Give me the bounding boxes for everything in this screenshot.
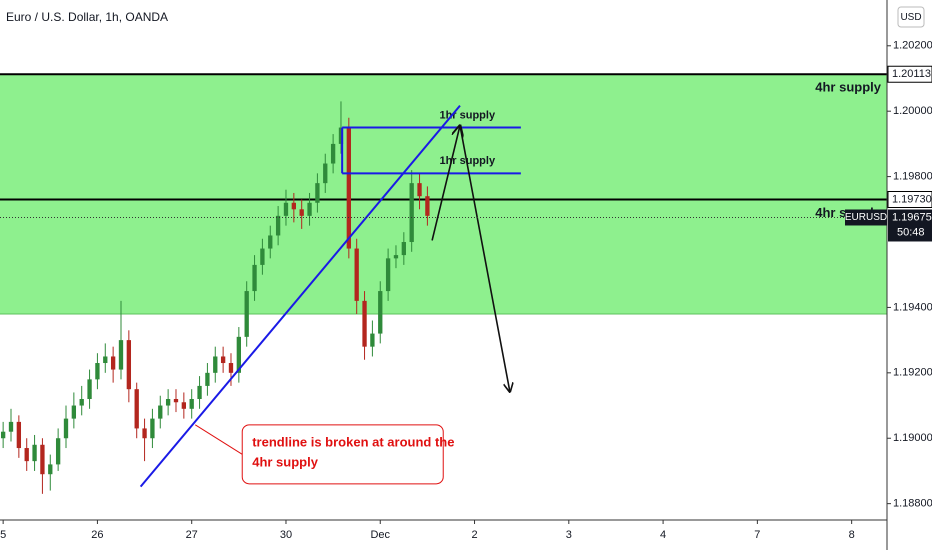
candle-body <box>260 248 265 265</box>
x-tick-label: 26 <box>91 529 103 541</box>
candle-body <box>220 356 226 364</box>
annotation-text: trendline is broken at around the <box>252 434 454 449</box>
y-tick-label: 1.18800 <box>893 498 932 510</box>
candle-body <box>103 356 108 364</box>
x-tick-label: 30 <box>280 529 292 541</box>
y-tick-label: 1.19400 <box>893 301 932 313</box>
currency-label[interactable]: USD <box>900 12 921 23</box>
countdown-label: 50:48 <box>897 226 925 238</box>
candle-body <box>236 336 241 373</box>
candle-body <box>307 202 312 216</box>
candle-body <box>71 405 77 419</box>
candle-body <box>142 428 147 439</box>
candle-body <box>110 356 116 370</box>
candle-body <box>32 444 37 462</box>
candle-body <box>173 398 179 403</box>
candle-body <box>95 363 100 380</box>
candle-body <box>189 398 194 409</box>
level-price-box <box>887 190 932 208</box>
candle-body <box>79 398 84 406</box>
supply-label: 1hr supply <box>439 155 496 167</box>
candle-body <box>118 340 124 370</box>
annotation-text: 4hr supply <box>252 454 319 469</box>
candle-body <box>409 183 414 243</box>
candle-body <box>55 438 61 465</box>
candle-body <box>252 264 257 292</box>
candle-body <box>244 291 249 337</box>
symbol-label: EURUSD <box>845 212 887 223</box>
candle-body <box>213 356 218 373</box>
candle-body <box>150 418 155 439</box>
level-price-label: 1.19730 <box>892 193 932 205</box>
candle-body <box>48 464 53 475</box>
annotation-box <box>241 424 444 485</box>
candle-body <box>165 398 171 406</box>
candle-body <box>283 202 289 216</box>
x-tick-label: 3 <box>566 529 572 541</box>
level-price-label: 1.20113 <box>892 68 931 80</box>
candle-body <box>87 379 92 399</box>
candle-body <box>425 196 430 216</box>
candle-body <box>158 405 163 419</box>
candle-body <box>16 421 22 449</box>
candle-body <box>205 372 210 386</box>
x-tick-label: 27 <box>186 529 198 541</box>
candle-body <box>8 421 14 432</box>
candle-body <box>354 248 359 301</box>
level-price-box <box>887 65 932 83</box>
candle-body <box>299 209 304 216</box>
candle-body <box>197 385 202 399</box>
x-tick-label: Dec <box>370 529 390 541</box>
x-tick-label: 8 <box>849 529 855 541</box>
candle-body <box>268 235 273 249</box>
candle-body <box>315 183 320 203</box>
candle-body <box>346 127 351 249</box>
y-tick-label: 1.19200 <box>893 367 932 379</box>
candle-body <box>330 143 336 164</box>
x-tick-label: 5 <box>0 529 6 541</box>
annotation-connector <box>194 424 243 455</box>
chart-title: Euro / U.S. Dollar, 1h, OANDA <box>6 10 168 24</box>
trendline <box>139 104 461 488</box>
candle-body <box>338 127 344 144</box>
candle-body <box>401 242 406 256</box>
last-price-box <box>888 209 932 242</box>
candle-body <box>275 215 281 236</box>
candle-body <box>40 444 45 475</box>
candle-body <box>24 448 29 462</box>
x-tick-label: 2 <box>471 529 477 541</box>
currency-box[interactable] <box>897 6 925 28</box>
last-price-label: 1.19675 <box>892 211 932 223</box>
candle-body <box>378 291 383 334</box>
candle-body <box>417 183 422 197</box>
x-tick-label: 4 <box>660 529 666 541</box>
candle-body <box>291 202 296 210</box>
candle-body <box>323 163 328 184</box>
symbol-box <box>845 209 887 226</box>
candle-body <box>362 300 367 347</box>
candle-body <box>63 418 69 439</box>
candle-body <box>0 431 6 439</box>
candle-body <box>228 363 234 373</box>
y-tick-label: 1.19800 <box>893 171 932 183</box>
candle-body <box>370 333 375 347</box>
candle-body <box>181 402 187 409</box>
y-tick-label: 1.20200 <box>893 40 932 52</box>
y-tick-label: 1.20000 <box>893 105 932 117</box>
y-tick-label: 1.19000 <box>893 432 932 444</box>
candle-body <box>134 389 139 429</box>
candle-body <box>385 258 391 292</box>
x-tick-label: 7 <box>754 529 760 541</box>
candle-body <box>393 255 399 259</box>
candle-body <box>126 340 132 390</box>
level-name: 4hr supply <box>815 80 882 95</box>
